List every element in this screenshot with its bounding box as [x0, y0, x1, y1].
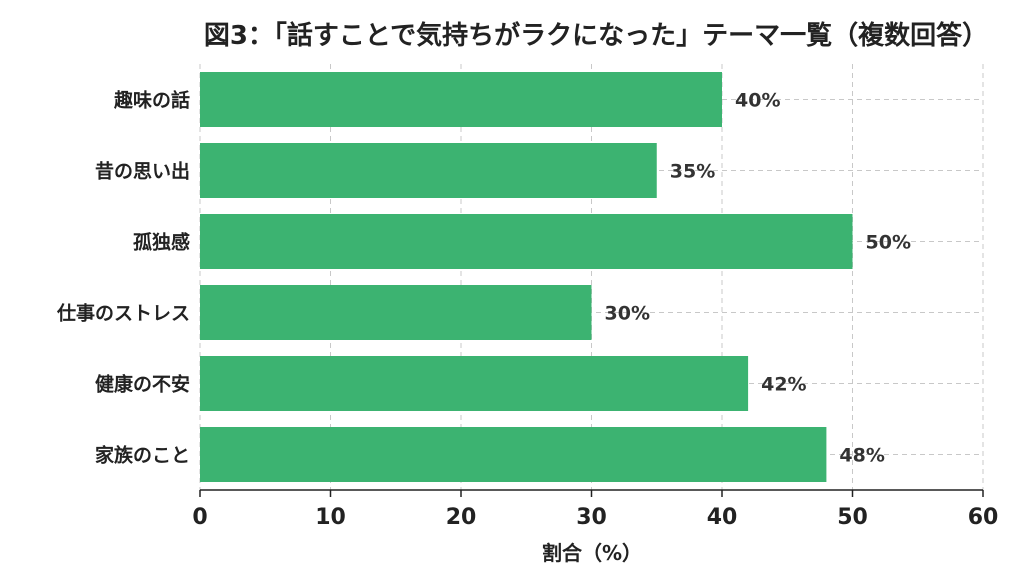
category-label: 昔の思い出 [95, 160, 190, 183]
x-tick-label: 30 [576, 505, 607, 530]
x-tick-label: 50 [837, 505, 868, 530]
bar [200, 214, 853, 269]
bar [200, 356, 749, 411]
x-tick-label: 10 [315, 505, 346, 530]
data-label: 30% [605, 303, 650, 325]
x-axis-ticks: 0 10 20 30 40 50 60 [192, 490, 998, 530]
category-label: 家族のこと [95, 444, 190, 467]
grid-lines [199, 64, 984, 490]
x-tick-label: 40 [707, 505, 738, 530]
data-labels: 40% 35% 50% 30% 42% 48% [605, 90, 911, 467]
x-tick-label: 60 [968, 505, 999, 530]
category-label: 健康の不安 [95, 373, 190, 396]
bar [200, 72, 722, 127]
category-label: 仕事のストレス [56, 302, 190, 325]
x-tick-label: 20 [446, 505, 477, 530]
bar [200, 143, 657, 198]
data-label: 48% [839, 445, 884, 467]
data-label: 50% [866, 232, 911, 254]
x-axis-title: 割合（%） [542, 541, 642, 565]
data-label: 35% [670, 161, 715, 183]
data-label: 40% [735, 90, 780, 112]
x-tick-label: 0 [192, 505, 207, 530]
bar [200, 427, 827, 482]
bar [200, 285, 592, 340]
data-label: 42% [761, 374, 806, 396]
category-label: 孤独感 [133, 231, 190, 254]
chart-title: 図3：「話すことで気持ちがラクになった」テーマ一覧（複数回答） [204, 20, 988, 51]
category-label: 趣味の話 [113, 89, 190, 112]
bars [200, 72, 853, 482]
